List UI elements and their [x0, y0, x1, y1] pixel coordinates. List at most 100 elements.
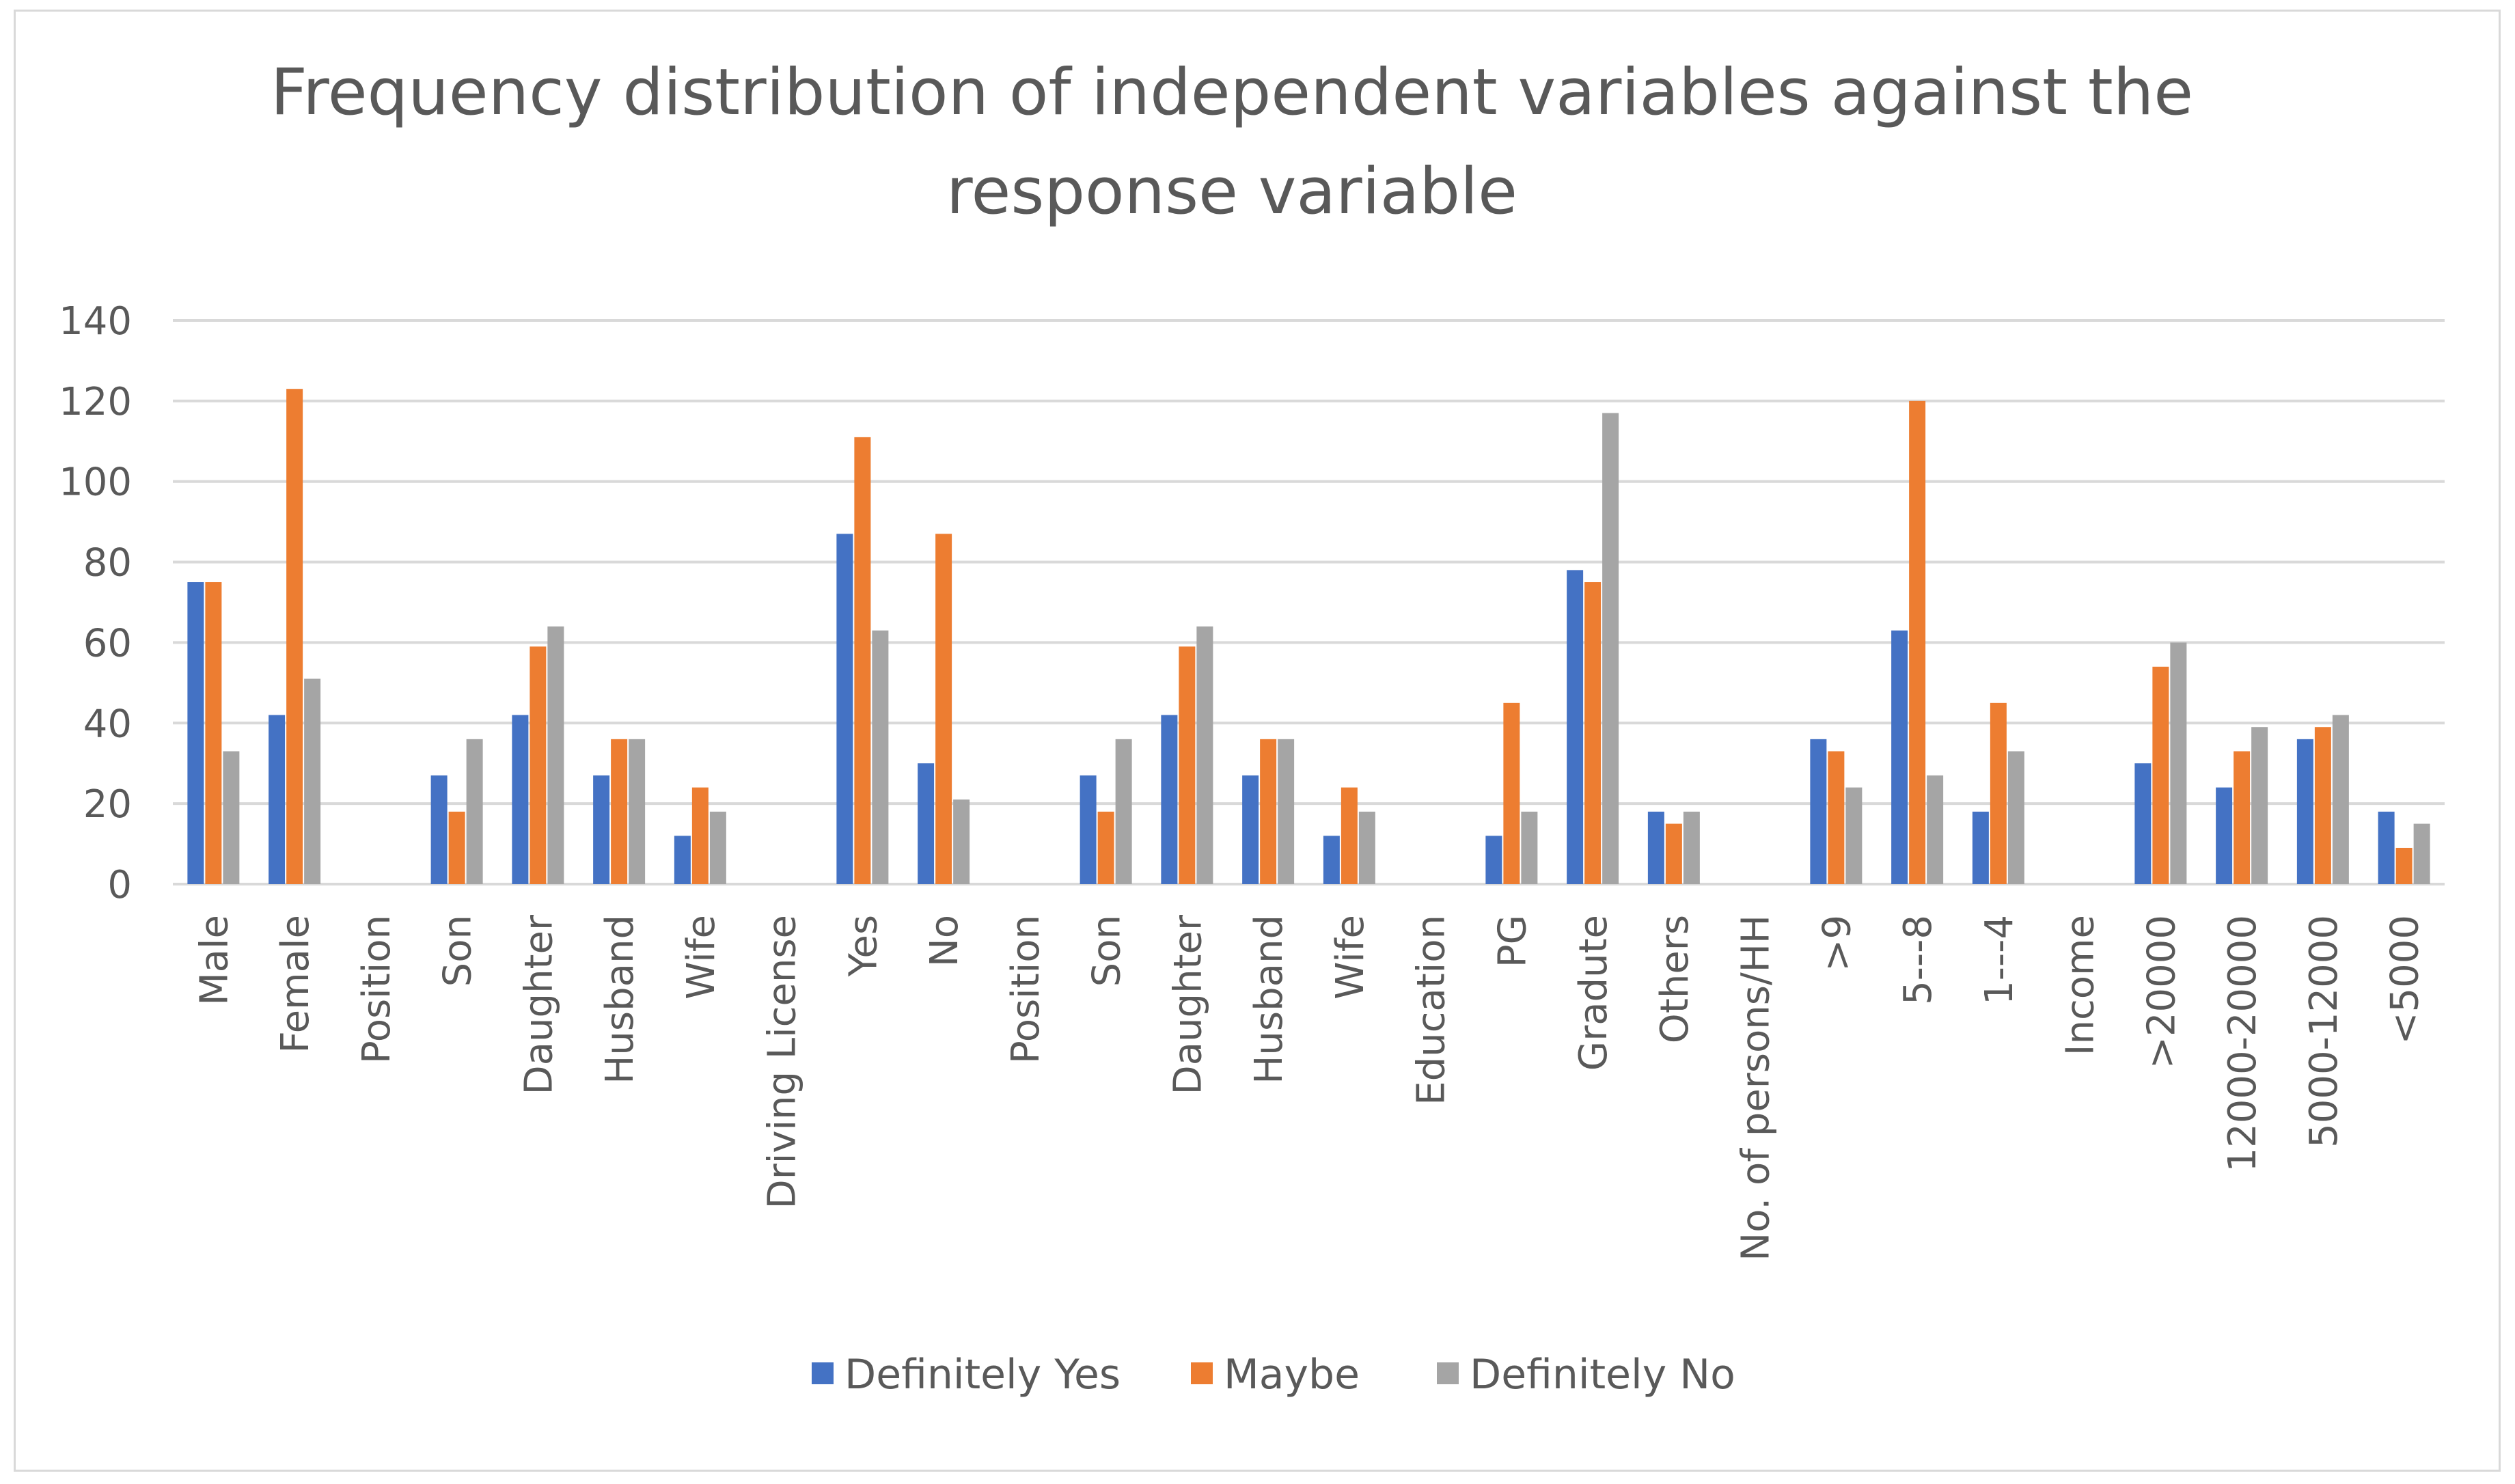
x-category-label: Education: [1410, 915, 1454, 1105]
bar-definitely-no-3: [466, 739, 483, 884]
bar-maybe-3: [448, 811, 465, 884]
chart-frame: Frequency distribution of independent va…: [14, 10, 2501, 1472]
bar-maybe-26: [2314, 727, 2331, 884]
bar-definitely-yes-18: [1647, 811, 1664, 884]
x-category-label: Wife: [679, 915, 724, 1000]
bar-definitely-no-0: [223, 751, 240, 884]
x-category-label: Husband: [598, 915, 642, 1084]
bar-definitely-no-9: [953, 799, 970, 884]
legend-swatch-definitely-yes: [812, 1362, 834, 1384]
legend: Definitely Yes Maybe Definitely No: [812, 1351, 1735, 1399]
bar-definitely-yes-1: [269, 715, 286, 884]
bar-definitely-yes-25: [2216, 787, 2233, 884]
bar-definitely-yes-16: [1485, 836, 1502, 884]
bar-definitely-yes-27: [2378, 811, 2395, 884]
bar-definitely-no-16: [1521, 811, 1538, 884]
x-category-label: Others: [1653, 915, 1697, 1043]
bar-maybe-1: [286, 389, 303, 884]
x-category-label: <5000: [2383, 915, 2428, 1044]
y-tick-label: 20: [83, 782, 132, 827]
legend-swatch-maybe: [1191, 1362, 1213, 1384]
x-category-label: >9: [1815, 915, 1859, 972]
bar-definitely-no-11: [1115, 739, 1132, 884]
bar-definitely-yes-11: [1080, 775, 1097, 884]
bar-definitely-yes-17: [1567, 570, 1584, 884]
bar-maybe-21: [1909, 400, 1926, 884]
bar-maybe-5: [611, 739, 628, 884]
x-axis-category-labels: Male Female Position Son Daughter Husband Wife…: [192, 914, 2427, 1261]
bar-definitely-no-26: [2332, 715, 2349, 884]
bar-definitely-yes-24: [2134, 763, 2152, 884]
bar-definitely-no-21: [1927, 775, 1944, 884]
x-category-label: Gradute: [1571, 915, 1616, 1071]
legend-label-definitely-yes: Definitely Yes: [844, 1351, 1121, 1399]
legend-label-maybe: Maybe: [1224, 1351, 1360, 1399]
x-category-label: Driving License: [760, 915, 805, 1209]
x-category-label: Yes: [841, 915, 885, 977]
x-category-label: Son: [1085, 915, 1129, 987]
bar-maybe-17: [1584, 582, 1602, 884]
bar-maybe-14: [1341, 787, 1358, 884]
y-tick-label: 80: [83, 541, 132, 586]
x-category-label: 1---4: [1977, 915, 2022, 1005]
bar-definitely-yes-0: [187, 582, 204, 884]
y-axis-ticks: 0 20 40 60 80 100 120 140: [59, 299, 132, 907]
x-category-label: Position: [1004, 915, 1048, 1064]
y-tick-label: 40: [83, 702, 132, 746]
bar-definitely-yes-26: [2296, 739, 2313, 884]
chart-title-line-2: response variable: [946, 154, 1517, 229]
x-category-label: Daughter: [1166, 914, 1210, 1095]
bar-definitely-yes-6: [674, 836, 691, 884]
chart-title-line-1: Frequency distribution of independent va…: [271, 55, 2193, 130]
y-tick-label: 60: [83, 621, 132, 665]
bar-maybe-9: [935, 534, 952, 884]
y-tick-label: 120: [59, 380, 132, 424]
y-tick-label: 100: [59, 461, 132, 505]
y-tick-label: 140: [59, 299, 132, 344]
bar-definitely-yes-12: [1161, 715, 1178, 884]
bar-definitely-yes-9: [918, 763, 935, 884]
bar-definitely-no-1: [304, 678, 321, 884]
bar-definitely-yes-4: [512, 715, 529, 884]
bar-maybe-0: [205, 582, 222, 884]
x-category-label: Daughter: [517, 914, 561, 1095]
x-category-label: PG: [1490, 915, 1535, 967]
bar-maybe-4: [530, 646, 547, 884]
x-category-label: Husband: [1247, 915, 1291, 1084]
bar-maybe-25: [2234, 751, 2251, 884]
bar-definitely-no-17: [1602, 413, 1619, 884]
bar-maybe-12: [1179, 646, 1196, 884]
bar-definitely-yes-8: [836, 534, 853, 884]
bar-definitely-yes-13: [1242, 775, 1259, 884]
y-tick-label: 0: [107, 863, 132, 907]
x-category-label: Female: [273, 915, 318, 1053]
bars: [187, 389, 2430, 884]
bar-definitely-no-13: [1278, 739, 1295, 884]
x-category-label: No: [922, 915, 967, 967]
bar-definitely-yes-20: [1810, 739, 1827, 884]
bar-definitely-no-27: [2413, 823, 2430, 884]
x-category-label: 5000-12000: [2302, 915, 2346, 1148]
bar-maybe-27: [2395, 847, 2413, 884]
bar-maybe-11: [1097, 811, 1114, 884]
bar-maybe-20: [1828, 751, 1845, 884]
bar-definitely-no-6: [709, 811, 726, 884]
bar-definitely-no-20: [1845, 787, 1863, 884]
bar-definitely-no-12: [1196, 626, 1213, 884]
x-category-label: Male: [192, 915, 236, 1006]
bar-definitely-no-4: [547, 626, 564, 884]
x-category-label: Son: [436, 915, 480, 987]
bar-definitely-yes-5: [593, 775, 610, 884]
x-category-label: Wife: [1328, 915, 1373, 1000]
bar-maybe-8: [854, 437, 871, 884]
bar-definitely-no-24: [2170, 642, 2187, 884]
x-category-label: 5---8: [1896, 915, 1940, 1005]
bar-definitely-no-25: [2251, 727, 2268, 884]
x-category-label: Income: [2059, 915, 2103, 1056]
bar-definitely-no-14: [1358, 811, 1375, 884]
bar-maybe-6: [691, 787, 709, 884]
bar-definitely-no-18: [1683, 811, 1700, 884]
x-category-label: >20000: [2139, 915, 2184, 1069]
bar-definitely-no-22: [2007, 751, 2024, 884]
chart-title: Frequency distribution of independent va…: [271, 55, 2193, 229]
